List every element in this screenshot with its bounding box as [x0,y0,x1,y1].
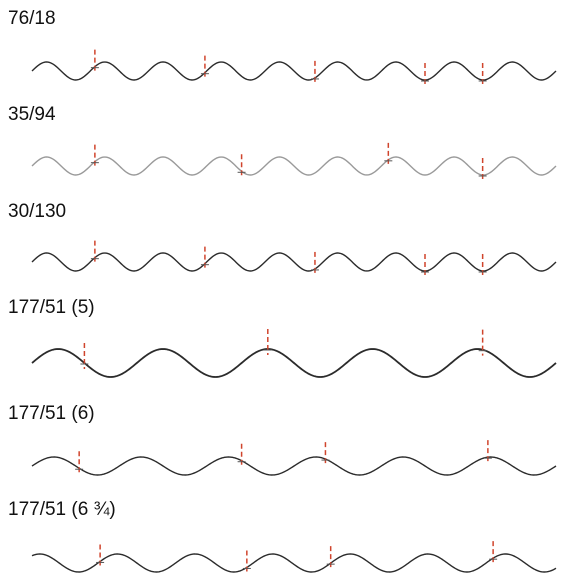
wave-curve [31,456,557,476]
wave-diagram [31,440,557,476]
marker-tick [200,55,209,79]
marker-tick [478,253,487,277]
marker-tick [489,541,498,565]
marker-tick [237,154,246,178]
profile-label: 35/94 [8,104,56,125]
marker-tick [478,157,487,181]
marker-tick [310,60,319,84]
marker-tick [96,544,105,568]
profile-label: 76/18 [8,8,56,29]
marker-tick [80,343,89,369]
wave-diagram [31,541,557,574]
marker-tick [321,442,330,466]
marker-tick [478,329,487,356]
marker-tick [90,240,99,264]
wave-curve [31,553,557,573]
wave-curve [31,156,557,176]
marker-tick [90,49,99,73]
marker-tick [242,550,251,574]
marker-tick [90,144,99,168]
marker-tick [421,63,429,86]
wave-curve [31,348,557,378]
wave-curve [31,61,557,81]
profile-label: 177/51 (5) [8,297,95,318]
wave-diagram [31,49,557,86]
marker-tick [384,142,393,166]
marker-tick [421,254,429,277]
wave-diagram [31,329,557,378]
marker-tick [237,443,246,467]
profile-label: 177/51 (6) [8,403,95,424]
profile-label: 30/130 [8,201,67,222]
wave-curve [31,252,557,272]
marker-tick [326,546,335,570]
marker-tick [75,451,84,475]
profile-label: 177/51 (6 ¾) [8,499,116,520]
marker-tick [478,62,487,86]
wave-diagram [31,240,557,277]
wave-diagram [31,142,557,181]
marker-tick [310,251,319,275]
marker-tick [263,329,272,355]
marker-tick [200,246,209,270]
marker-tick [483,440,492,464]
